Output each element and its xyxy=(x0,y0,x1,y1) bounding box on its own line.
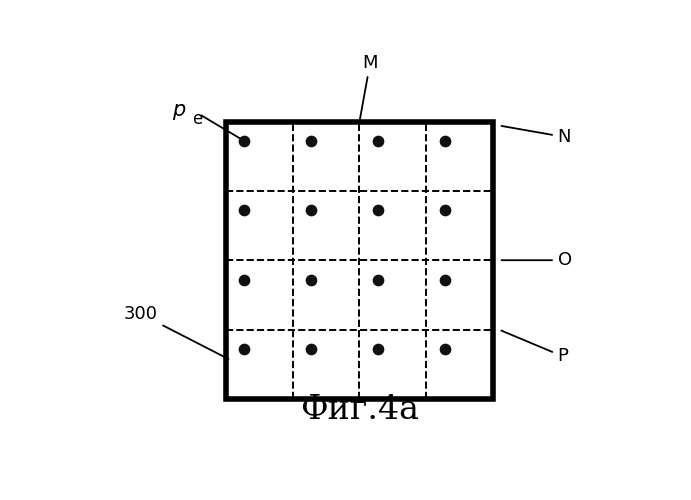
Text: P: P xyxy=(501,330,569,366)
Point xyxy=(372,206,384,214)
Text: p: p xyxy=(172,100,185,120)
Text: N: N xyxy=(502,126,571,146)
Point xyxy=(439,345,451,353)
Point xyxy=(305,345,316,353)
Point xyxy=(239,206,250,214)
Point xyxy=(439,276,451,283)
Text: O: O xyxy=(502,251,571,269)
Point xyxy=(239,345,250,353)
Point xyxy=(305,276,316,283)
Point xyxy=(372,276,384,283)
Point xyxy=(372,345,384,353)
Point xyxy=(439,206,451,214)
Bar xyxy=(225,122,493,399)
Point xyxy=(239,137,250,145)
Text: e: e xyxy=(192,110,202,128)
Text: M: M xyxy=(360,54,378,119)
Point xyxy=(305,206,316,214)
Text: Фиг.4a: Фиг.4a xyxy=(300,394,419,426)
Point xyxy=(239,276,250,283)
Point xyxy=(372,137,384,145)
Text: 300: 300 xyxy=(124,305,229,359)
Point xyxy=(439,137,451,145)
Point xyxy=(305,137,316,145)
